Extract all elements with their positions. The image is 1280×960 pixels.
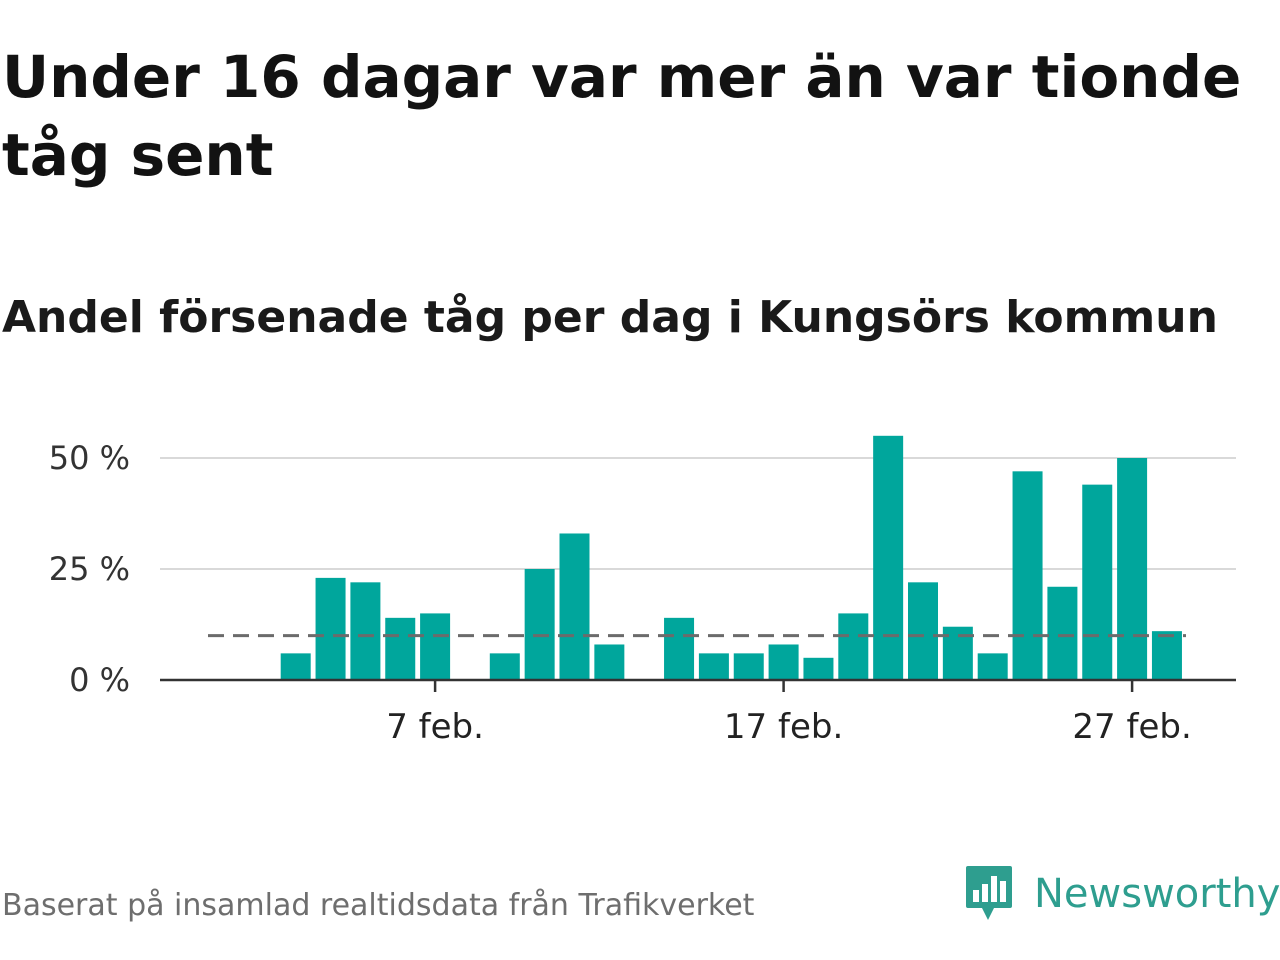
- bar-chart-bubble-icon: [966, 866, 1012, 920]
- bar: [1047, 586, 1078, 680]
- bar: [873, 435, 904, 680]
- bar: [524, 569, 555, 680]
- bar: [733, 653, 764, 680]
- bar: [803, 657, 834, 680]
- x-tick-label: 17 feb.: [724, 707, 843, 747]
- chart-title: Under 16 dagar var mer än var tionde tåg…: [2, 43, 1242, 189]
- bar: [420, 613, 451, 680]
- brand-name: Newsworthy: [1034, 871, 1280, 917]
- y-tick-label: 0 %: [69, 661, 130, 699]
- bar: [1082, 484, 1113, 680]
- x-tick-label: 7 feb.: [386, 707, 484, 747]
- bar: [664, 617, 695, 680]
- bar: [350, 582, 381, 680]
- y-tick-label: 50 %: [49, 439, 130, 477]
- bar: [315, 577, 346, 680]
- bar: [1117, 458, 1148, 680]
- bar: [838, 613, 869, 680]
- bar: [768, 644, 799, 680]
- y-tick-label: 25 %: [49, 550, 130, 588]
- bar: [385, 617, 416, 680]
- chart-subtitle: Andel försenade tåg per dag i Kungsörs k…: [2, 292, 1218, 343]
- bar: [559, 533, 590, 680]
- source-note: Baserat på insamlad realtidsdata från Tr…: [2, 888, 755, 923]
- bar: [280, 653, 311, 680]
- brand-logo[interactable]: Newsworthy: [964, 864, 1280, 924]
- bar: [977, 653, 1008, 680]
- bar: [489, 653, 520, 680]
- bar: [594, 644, 625, 680]
- bar: [698, 653, 729, 680]
- grid-lines: [160, 457, 1236, 570]
- axes: 0 % 25 % 50 % 7 feb. 17 feb. 27 feb.: [49, 439, 1236, 747]
- x-tick-label: 27 feb.: [1072, 707, 1191, 747]
- bar: [1012, 471, 1043, 680]
- bar: [908, 582, 938, 680]
- bar: [1151, 631, 1182, 680]
- bars: [280, 435, 1182, 680]
